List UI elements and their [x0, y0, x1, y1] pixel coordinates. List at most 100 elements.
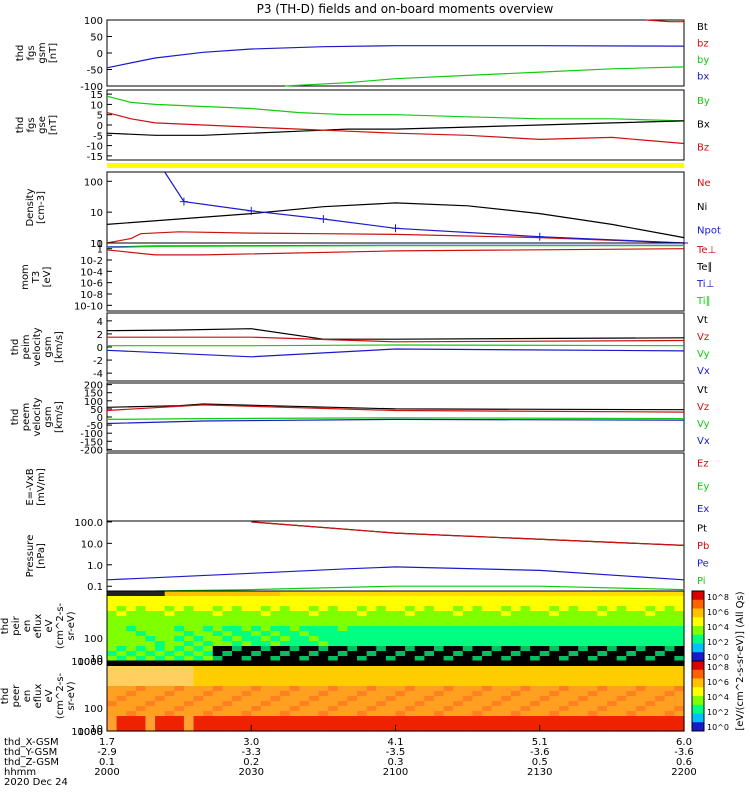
y-tick-label: -50: [87, 421, 103, 432]
spectrogram-cell: [241, 706, 252, 712]
spectrogram-cell: [222, 686, 233, 692]
spectrogram-cell: [443, 606, 454, 612]
spectrogram-cell: [241, 596, 252, 602]
spectrogram-cell: [587, 611, 599, 617]
spectrogram-cell: [549, 671, 560, 677]
spectrogram-cell: [145, 626, 156, 632]
spectrogram-cell: [674, 696, 685, 702]
spectrogram-cell: [530, 656, 541, 662]
x-tick-label: -3.3: [241, 747, 261, 758]
spectrogram-cell: [568, 596, 579, 602]
spectrogram-cell: [193, 591, 204, 597]
spectrogram-cell: [385, 681, 397, 687]
spectrogram-cell: [482, 596, 493, 602]
spectrogram-cell: [318, 616, 329, 622]
spectrogram-cell: [539, 651, 550, 657]
y-axis-label-line: sr-eV): [66, 611, 77, 640]
spectrogram-cell: [251, 641, 262, 647]
spectrogram-cell: [212, 656, 223, 662]
spectrogram-cell: [395, 616, 406, 622]
spectrogram-cell: [655, 631, 666, 637]
colorbar-segment: [692, 713, 704, 723]
spectrogram-cell: [212, 616, 223, 622]
y-axis-label-line: eV: [44, 619, 55, 632]
spectrogram-cell: [366, 601, 377, 607]
spectrogram-cell: [289, 641, 300, 647]
spectrogram-cell: [501, 641, 512, 647]
spectrogram-cell: [607, 701, 618, 707]
spectrogram-cell: [482, 676, 493, 682]
spectrogram-cell: [635, 651, 647, 657]
spectrogram-cell: [539, 656, 550, 662]
spectrogram-cell: [155, 696, 166, 702]
spectrogram-cell: [424, 626, 435, 632]
spectrogram-cell: [107, 666, 118, 672]
spectrogram-cell: [116, 651, 127, 657]
spectrogram-cell: [491, 711, 502, 717]
series-line-By: [106, 95, 685, 122]
spectrogram-cell: [203, 676, 214, 682]
spectrogram-cell: [549, 666, 560, 672]
spectrogram-cell: [347, 616, 358, 622]
spectrogram-cell: [414, 656, 425, 662]
spectrogram-cell: [366, 661, 377, 667]
spectrogram-cell: [443, 641, 454, 647]
spectrogram-cell: [462, 596, 474, 602]
spectrogram-cell: [337, 676, 349, 682]
spectrogram-cell: [655, 646, 666, 652]
spectrogram-cell: [491, 726, 502, 732]
spectrogram-cell: [174, 721, 185, 727]
spectrogram-cell: [145, 621, 156, 627]
spectrogram-cell: [607, 601, 618, 607]
spectrogram-cell: [395, 621, 406, 627]
y-tick-label: 10: [90, 724, 103, 735]
spectrogram-cell: [203, 726, 214, 732]
spectrogram-cell: [424, 611, 435, 617]
spectrogram-cell: [520, 606, 531, 612]
spectrogram-cell: [616, 626, 627, 632]
spectrogram-cell: [674, 726, 685, 732]
spectrogram-cell: [328, 661, 339, 667]
spectrogram-cell: [443, 706, 454, 712]
spectrogram-cell: [366, 721, 377, 727]
spectrogram-cell: [212, 606, 223, 612]
spectrogram-cell: [318, 666, 329, 672]
spectrogram-cell: [674, 656, 685, 662]
spectrogram-cell: [155, 611, 166, 617]
spectrogram-cell: [462, 706, 474, 712]
spectrogram-cell: [674, 671, 685, 677]
spectrogram-cell: [376, 671, 387, 677]
spectrogram-cell: [626, 711, 637, 717]
spectrogram-cell: [635, 626, 647, 632]
spectrogram-cell: [107, 706, 118, 712]
y-axis-label-line: (cm^2-s-: [55, 602, 66, 649]
spectrogram-cell: [299, 631, 310, 637]
spectrogram-cell: [539, 706, 550, 712]
spectrogram-cell: [674, 616, 685, 622]
legend-entry: Bz: [697, 143, 709, 154]
spectrogram-cell: [241, 671, 252, 677]
spectrogram-cell: [385, 636, 397, 642]
spectrogram-cell: [241, 696, 252, 702]
spectrogram-cell: [280, 716, 291, 722]
spectrogram-cell: [357, 641, 368, 647]
spectrogram-cell: [155, 641, 166, 647]
spectrogram-cell: [232, 616, 243, 622]
spectrogram-cell: [501, 646, 512, 652]
spectrogram-cell: [549, 616, 560, 622]
y-tick-label: 10000: [71, 657, 103, 668]
spectrogram-cell: [212, 611, 223, 617]
spectrogram-cell: [433, 666, 445, 672]
legend-entry: Pb: [697, 541, 709, 552]
spectrogram-cell: [135, 641, 147, 647]
spectrogram-cell: [510, 696, 522, 702]
spectrogram-cell: [443, 621, 454, 627]
spectrogram-cell: [424, 681, 435, 687]
spectrogram-cell: [558, 726, 570, 732]
spectrogram-cell: [510, 591, 522, 597]
spectrogram-cell: [212, 626, 223, 632]
spectrogram-cell: [414, 641, 425, 647]
spectrogram-cell: [357, 696, 368, 702]
y-axis-label-line: gsm: [43, 336, 54, 357]
